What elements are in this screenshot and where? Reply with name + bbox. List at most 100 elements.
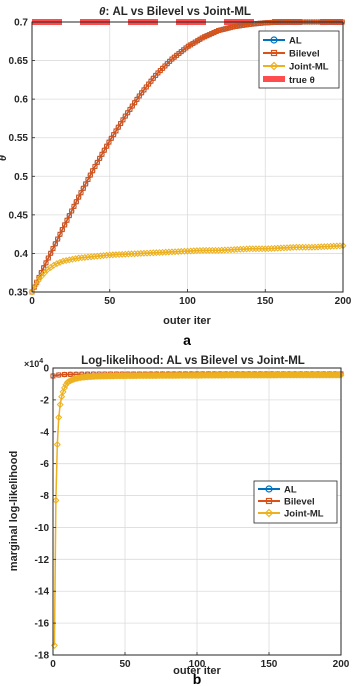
point-joint-ml: [174, 248, 182, 256]
point-joint-ml: [68, 255, 76, 263]
legend-b-entry-bilevel: Bilevel: [258, 497, 315, 508]
panel-a-chart: θ: AL vs Bilevel vs Joint-ML 0 50 100 150 20…: [0, 6, 352, 348]
point-joint-ml: [96, 252, 104, 260]
point-joint-ml: [286, 244, 294, 252]
point-bilevel: [43, 260, 49, 266]
point-bilevel: [45, 255, 51, 261]
point-joint-ml: [336, 242, 344, 250]
point-joint-ml: [146, 249, 154, 257]
legend-marker-bilevel: [270, 49, 278, 57]
legend-b-entry-joint-ml: Joint-ML: [258, 509, 324, 520]
legend-label-true-theta: true θ: [289, 75, 315, 86]
x-tick-label: 100: [179, 296, 196, 307]
x-tick-label: 200: [335, 296, 352, 307]
point-joint-ml: [143, 249, 151, 257]
point-bilevel: [56, 372, 62, 378]
y-tick-label: -12: [35, 555, 50, 566]
y-tick-label: -18: [35, 651, 50, 662]
y-tick-label: -6: [40, 459, 49, 470]
y-tick-label: 0.5: [14, 172, 28, 183]
point-joint-ml: [124, 250, 132, 258]
point-joint-ml: [236, 245, 244, 253]
x-tick-label: 150: [257, 296, 274, 307]
point-joint-ml: [34, 277, 42, 285]
point-joint-ml: [193, 247, 201, 255]
y-tick-label: 0.7: [14, 18, 28, 29]
point-joint-ml: [28, 288, 36, 296]
y-tick-label: -10: [35, 523, 50, 534]
point-joint-ml: [115, 251, 123, 259]
panel-a-legend: AL Bilevel Joint-ML true θ: [258, 30, 340, 89]
point-bilevel: [71, 203, 77, 209]
point-joint-ml: [87, 253, 95, 261]
point-joint-ml: [227, 246, 235, 254]
point-joint-ml: [37, 272, 45, 280]
y-tick-label: -2: [40, 395, 49, 406]
point-joint-ml: [109, 251, 117, 259]
y-tick-label: -8: [40, 491, 49, 502]
point-joint-ml: [323, 242, 331, 250]
x-tick-label: 50: [104, 296, 116, 307]
panel-b-x-ticks: 0 50 100 150 200: [50, 652, 350, 670]
x-tick-label: 50: [119, 659, 131, 670]
y-tick-label: -4: [40, 427, 49, 438]
y-tick-label: 0.45: [9, 210, 29, 221]
series-joint-ml: [28, 242, 347, 296]
panel-a-y-axis-label: θ: [0, 155, 9, 161]
x-tick-label: 200: [333, 659, 350, 670]
panel-a-y-ticks: 0.35 0.4 0.45 0.5 0.55 0.6 0.65 0.7: [9, 18, 35, 299]
point-joint-ml: [50, 261, 58, 269]
y-tick-label: 0.35: [9, 288, 29, 299]
point-joint-ml: [239, 245, 247, 253]
point-joint-ml: [274, 244, 282, 252]
panel-a-caption: a: [183, 332, 191, 348]
legend-marker-joint-ml: [269, 61, 279, 71]
point-joint-ml: [140, 249, 148, 257]
y-tick-label: 0.4: [14, 249, 28, 260]
point-joint-ml: [103, 251, 111, 259]
legend-b-marker-al: [265, 485, 273, 493]
point-bilevel: [55, 236, 61, 242]
point-joint-ml: [100, 252, 108, 260]
point-joint-ml: [280, 244, 288, 252]
point-joint-ml: [65, 256, 73, 264]
point-joint-ml: [84, 253, 92, 261]
point-bilevel: [59, 227, 65, 233]
point-bilevel: [48, 250, 54, 256]
point-joint-ml: [72, 255, 80, 263]
y-tick-label: 0.55: [9, 133, 29, 144]
point-joint-ml: [230, 246, 238, 254]
point-joint-ml: [56, 401, 64, 409]
panel-b-exponent-label: ×104: [24, 358, 43, 369]
y-tick-label: 0.6: [14, 95, 28, 106]
point-joint-ml: [334, 371, 342, 379]
panel-b-chart: ×104 Log-likelihood: AL vs Bilevel vs Jo…: [8, 355, 350, 686]
panel-b-caption: b: [193, 671, 202, 686]
point-bilevel: [57, 231, 63, 237]
point-joint-ml: [75, 254, 83, 262]
point-joint-ml: [149, 249, 157, 257]
panel-b-series: [50, 371, 345, 649]
point-joint-ml: [168, 248, 176, 256]
point-joint-ml: [187, 247, 195, 255]
point-joint-ml: [118, 250, 126, 258]
legend-b-marker-bilevel: [265, 497, 273, 505]
point-joint-ml: [221, 246, 229, 254]
point-joint-ml: [183, 247, 192, 255]
point-bilevel: [67, 371, 73, 377]
panel-b-legend: AL Bilevel Joint-ML: [253, 480, 338, 524]
point-joint-ml: [53, 441, 61, 449]
panel-a-x-axis-label: outer iter: [163, 315, 211, 327]
point-joint-ml: [215, 246, 223, 254]
point-joint-ml: [320, 243, 328, 251]
point-joint-ml: [267, 244, 275, 252]
point-joint-ml: [224, 246, 232, 254]
point-joint-ml: [289, 243, 297, 251]
point-joint-ml: [152, 249, 160, 257]
point-joint-ml: [243, 245, 251, 253]
point-joint-ml: [58, 393, 66, 401]
point-joint-ml: [59, 257, 67, 265]
point-joint-ml: [264, 245, 272, 253]
point-joint-ml: [196, 246, 204, 255]
